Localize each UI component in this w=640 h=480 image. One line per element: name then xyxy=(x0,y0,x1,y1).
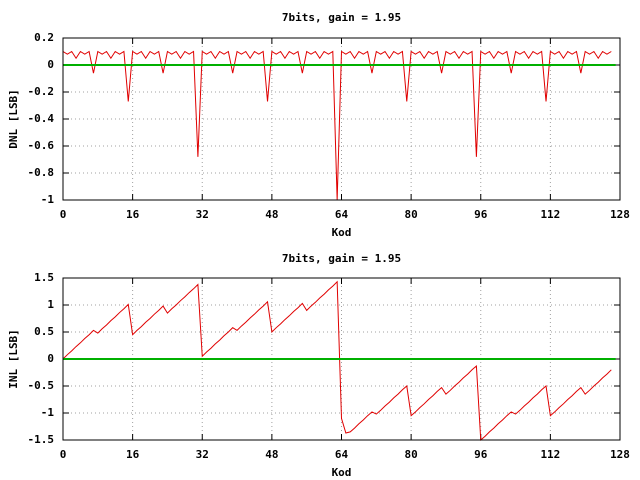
y-tick-label: 0 xyxy=(47,352,54,365)
x-tick-label: 96 xyxy=(474,448,488,461)
data-line xyxy=(62,280,612,442)
y-tick-label: 0.5 xyxy=(34,325,54,338)
x-tick-label: 80 xyxy=(405,448,418,461)
y-tick-label: 0 xyxy=(47,58,54,71)
y-axis-label: INL [LSB] xyxy=(7,329,20,389)
y-tick-label: -1.5 xyxy=(28,433,55,446)
y-axis-label: DNL [LSB] xyxy=(7,89,20,149)
y-tick-label: -0.8 xyxy=(28,166,55,179)
x-tick-label: 0 xyxy=(60,208,67,221)
x-tick-label: 0 xyxy=(60,448,67,461)
plot-frame xyxy=(62,277,621,441)
x-tick-label: 112 xyxy=(540,208,560,221)
y-tick-label: -0.4 xyxy=(28,112,55,125)
x-tick-label: 128 xyxy=(610,208,630,221)
x-tick-label: 96 xyxy=(474,208,488,221)
x-tick-label: 112 xyxy=(540,448,560,461)
y-tick-label: -1 xyxy=(41,406,55,419)
y-tick-label: -1 xyxy=(41,193,55,206)
x-tick-label: 80 xyxy=(405,208,418,221)
x-tick-label: 16 xyxy=(126,448,140,461)
y-tick-label: 0.2 xyxy=(34,31,54,44)
x-tick-label: 64 xyxy=(335,208,349,221)
x-tick-label: 48 xyxy=(265,208,278,221)
x-axis-label: Kod xyxy=(332,226,352,239)
chart-title: 7bits, gain = 1.95 xyxy=(282,11,401,24)
y-tick-label: 1 xyxy=(47,298,54,311)
x-tick-label: 128 xyxy=(610,448,630,461)
x-tick-label: 64 xyxy=(335,448,349,461)
x-tick-label: 32 xyxy=(196,208,209,221)
y-tick-label: 1.5 xyxy=(34,271,54,284)
y-tick-label: -0.6 xyxy=(28,139,55,152)
x-tick-label: 48 xyxy=(265,448,278,461)
x-tick-label: 32 xyxy=(196,448,209,461)
plot-frame xyxy=(62,37,621,201)
x-axis-label: Kod xyxy=(332,466,352,479)
y-tick-label: -0.5 xyxy=(28,379,55,392)
y-tick-label: -0.2 xyxy=(28,85,55,98)
chart-title: 7bits, gain = 1.95 xyxy=(282,252,401,265)
data-line xyxy=(62,50,612,201)
x-tick-label: 16 xyxy=(126,208,140,221)
